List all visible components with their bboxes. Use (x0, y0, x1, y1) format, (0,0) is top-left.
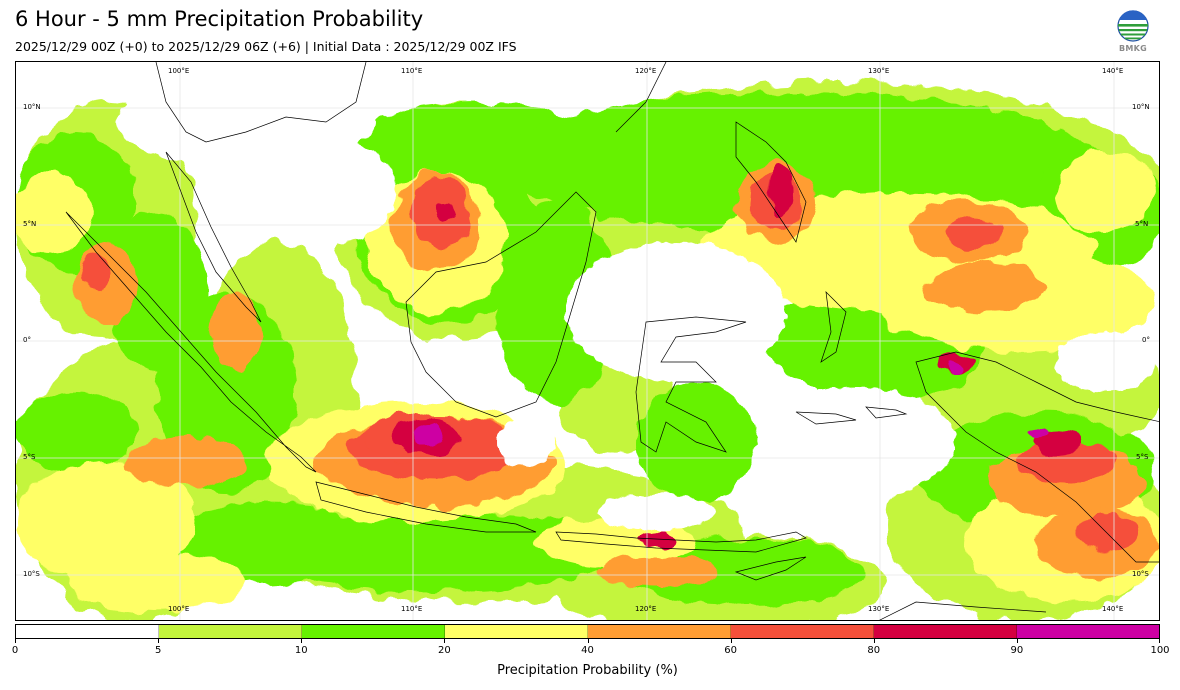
bmkg-logo-icon (1117, 10, 1149, 42)
lat-label-right-10n: 10°N (1132, 103, 1150, 111)
lat-label-left-0: 0° (23, 336, 31, 344)
lat-label-left-10n: 10°N (23, 103, 41, 111)
colorbar-tick (158, 639, 160, 643)
colorbar-tick (873, 639, 875, 643)
lon-label-top-110: 110°E (401, 67, 423, 75)
colorbar-tick-label: 10 (294, 645, 308, 656)
colorbar-title: Precipitation Probability (%) (497, 663, 678, 678)
lon-label-top-120: 120°E (635, 67, 657, 75)
colorbar-tick-label: 5 (154, 645, 162, 656)
colorbar-tick-label: 80 (867, 645, 881, 656)
lat-label-left-5n: 5°N (23, 220, 37, 228)
colorbar-segment (1017, 625, 1159, 638)
colorbar-tick (301, 639, 303, 643)
colorbar-segment (874, 625, 1017, 638)
lon-label-bottom-110: 110°E (401, 605, 423, 613)
colorbar-segment (731, 625, 874, 638)
colorbar-tick-label: 90 (1010, 645, 1024, 656)
lat-label-right-0: 0° (1142, 336, 1150, 344)
precipitation-map[interactable]: 100°E 110°E 120°E 130°E 140°E 100°E 110°… (15, 61, 1160, 621)
colorbar-tick-label: 20 (438, 645, 451, 656)
colorbar-segment (302, 625, 445, 638)
graticule (16, 62, 1159, 620)
map-title: 6 Hour - 5 mm Precipitation Probability (15, 7, 424, 31)
lon-label-bottom-130: 130°E (868, 605, 890, 613)
colorbar-tick (587, 639, 589, 643)
lat-label-left-10s: 10°S (23, 570, 40, 578)
lon-label-top-130: 130°E (868, 67, 890, 75)
map-canvas (16, 62, 1159, 620)
lon-label-top-140: 140°E (1102, 67, 1124, 75)
lon-label-top-100: 100°E (168, 67, 190, 75)
colorbar-tick-label: 0 (11, 645, 19, 656)
colorbar-tick (730, 639, 732, 643)
map-subtitle: 2025/12/29 00Z (+0) to 2025/12/29 06Z (+… (15, 39, 517, 54)
colorbar-tick (15, 639, 16, 643)
colorbar-tick-label: 60 (724, 645, 737, 656)
colorbar-segment (588, 625, 731, 638)
lon-label-bottom-100: 100°E (168, 605, 190, 613)
lat-label-right-5s: 5°S (1136, 453, 1149, 461)
lon-label-bottom-140: 140°E (1102, 605, 1124, 613)
colorbar-segment (445, 625, 588, 638)
colorbar-tick (1159, 639, 1160, 643)
lat-label-right-5n: 5°N (1135, 220, 1149, 228)
colorbar-tick (444, 639, 446, 643)
colorbar-tick-label: 40 (581, 645, 594, 656)
bmkg-logo-text: BMKG (1118, 44, 1148, 53)
coastlines (65, 62, 1159, 620)
probability-field (16, 82, 1159, 620)
colorbar-tick (1016, 639, 1018, 643)
colorbar-tick-label: 100 (1150, 645, 1170, 656)
colorbar-segment (159, 625, 302, 638)
colorbar-segment (16, 625, 159, 638)
no-rain-areas (116, 77, 1156, 530)
lat-label-left-5s: 5°S (23, 453, 36, 461)
lat-label-right-10s: 10°S (1132, 570, 1149, 578)
lon-label-bottom-120: 120°E (635, 605, 657, 613)
colorbar (15, 624, 1160, 639)
